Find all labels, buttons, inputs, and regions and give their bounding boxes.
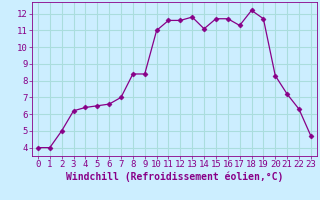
X-axis label: Windchill (Refroidissement éolien,°C): Windchill (Refroidissement éolien,°C) bbox=[66, 172, 283, 182]
